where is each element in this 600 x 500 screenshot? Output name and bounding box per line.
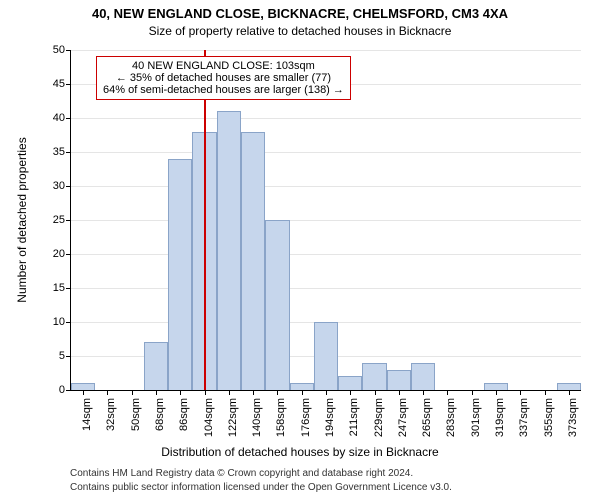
xtick-label: 301sqm (470, 398, 482, 437)
xtick-label: 283sqm (445, 398, 457, 437)
xtick-label: 68sqm (154, 398, 166, 431)
xtick-mark (399, 390, 400, 395)
gridline (71, 254, 581, 255)
xtick-label: 337sqm (518, 398, 530, 437)
gridline (71, 50, 581, 51)
ytick-label: 40 (53, 112, 71, 124)
xtick-label: 373sqm (567, 398, 579, 437)
gridline (71, 118, 581, 119)
bar (217, 111, 241, 390)
xtick-label: 176sqm (300, 398, 312, 437)
xtick-label: 194sqm (324, 398, 336, 437)
bar (338, 376, 362, 390)
gridline (71, 186, 581, 187)
xtick-label: 355sqm (543, 398, 555, 437)
xtick-label: 158sqm (275, 398, 287, 437)
xtick-mark (326, 390, 327, 395)
xtick-mark (350, 390, 351, 395)
footer-line-2: Contains public sector information licen… (70, 482, 452, 493)
xtick-mark (447, 390, 448, 395)
xtick-label: 247sqm (397, 398, 409, 437)
bar (71, 383, 95, 390)
annotation-line: ← 35% of detached houses are smaller (77… (103, 72, 344, 84)
ytick-label: 0 (59, 384, 71, 396)
bar (387, 370, 411, 390)
xtick-mark (375, 390, 376, 395)
xtick-label: 86sqm (178, 398, 190, 431)
plot-area: 0510152025303540455014sqm32sqm50sqm68sqm… (70, 50, 581, 391)
xtick-mark (156, 390, 157, 395)
bar (557, 383, 581, 390)
bar (241, 132, 265, 390)
xtick-mark (520, 390, 521, 395)
gridline (71, 152, 581, 153)
xtick-mark (569, 390, 570, 395)
xtick-label: 14sqm (81, 398, 93, 431)
xtick-mark (229, 390, 230, 395)
xtick-mark (496, 390, 497, 395)
bar (484, 383, 508, 390)
xtick-mark (83, 390, 84, 395)
footer-line-1: Contains HM Land Registry data © Crown c… (70, 468, 413, 479)
annotation-box: 40 NEW ENGLAND CLOSE: 103sqm← 35% of det… (96, 56, 351, 100)
xtick-mark (302, 390, 303, 395)
xtick-label: 211sqm (348, 398, 360, 436)
xtick-label: 32sqm (105, 398, 117, 431)
xtick-mark (132, 390, 133, 395)
annotation-line: 64% of semi-detached houses are larger (… (103, 84, 344, 96)
bar (265, 220, 289, 390)
y-axis-label: Number of detached properties (15, 137, 29, 302)
xtick-mark (253, 390, 254, 395)
xtick-label: 265sqm (421, 398, 433, 437)
xtick-mark (180, 390, 181, 395)
ytick-label: 45 (53, 78, 71, 90)
ytick-label: 30 (53, 180, 71, 192)
chart-container: 40, NEW ENGLAND CLOSE, BICKNACRE, CHELMS… (0, 0, 600, 500)
xtick-mark (545, 390, 546, 395)
xtick-label: 104sqm (203, 398, 215, 437)
ytick-label: 5 (59, 350, 71, 362)
chart-title: 40, NEW ENGLAND CLOSE, BICKNACRE, CHELMS… (0, 6, 600, 21)
bar (362, 363, 386, 390)
xtick-label: 50sqm (130, 398, 142, 431)
ytick-label: 15 (53, 282, 71, 294)
ytick-label: 35 (53, 146, 71, 158)
bar (290, 383, 314, 390)
bar (168, 159, 192, 390)
ytick-label: 10 (53, 316, 71, 328)
annotation-line: 40 NEW ENGLAND CLOSE: 103sqm (103, 60, 344, 72)
bar (314, 322, 338, 390)
xtick-mark (205, 390, 206, 395)
ytick-label: 20 (53, 248, 71, 260)
xtick-mark (423, 390, 424, 395)
xtick-mark (472, 390, 473, 395)
xtick-label: 122sqm (227, 398, 239, 437)
gridline (71, 220, 581, 221)
bar (411, 363, 435, 390)
gridline (71, 288, 581, 289)
x-axis-label: Distribution of detached houses by size … (0, 445, 600, 459)
bar (144, 342, 168, 390)
xtick-mark (107, 390, 108, 395)
ytick-label: 25 (53, 214, 71, 226)
chart-subtitle: Size of property relative to detached ho… (0, 24, 600, 38)
xtick-label: 319sqm (494, 398, 506, 437)
xtick-mark (277, 390, 278, 395)
ytick-label: 50 (53, 44, 71, 56)
marker-line (204, 50, 206, 390)
xtick-label: 229sqm (373, 398, 385, 437)
xtick-label: 140sqm (251, 398, 263, 437)
